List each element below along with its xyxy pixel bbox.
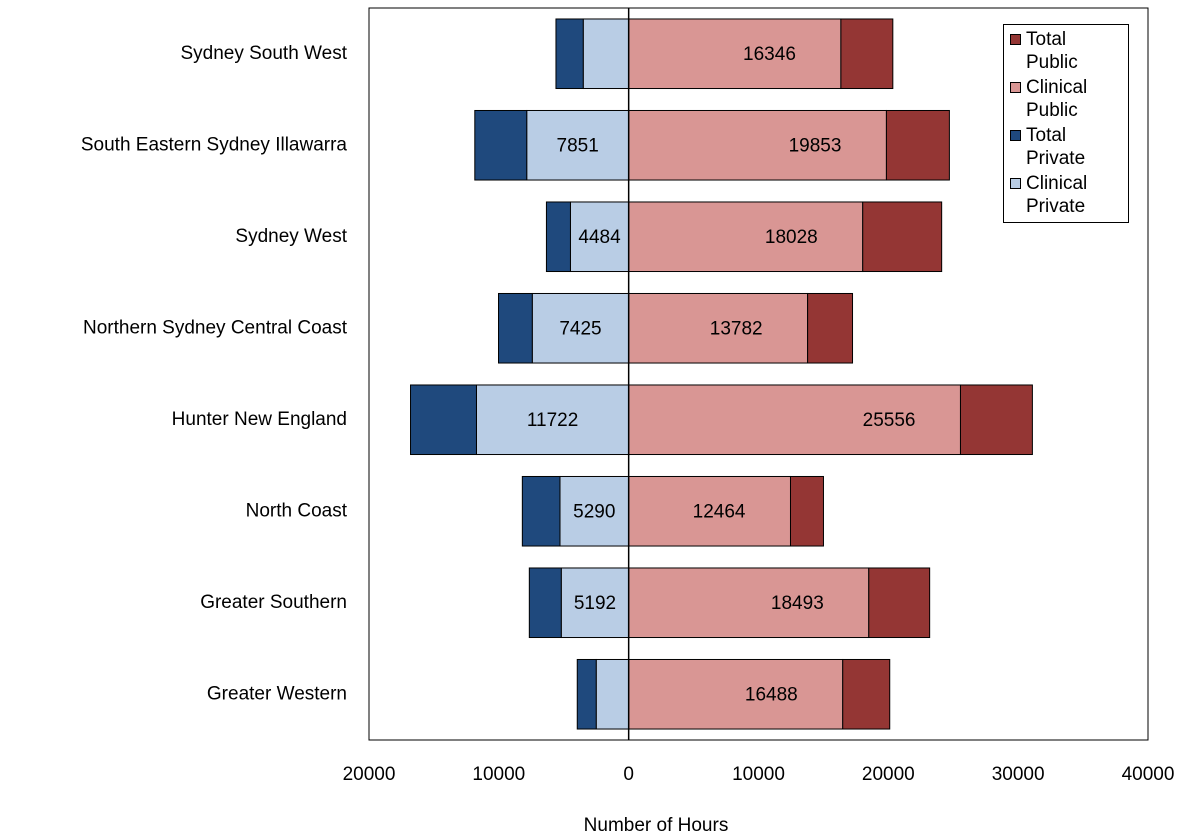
bar <box>868 567 931 639</box>
y-tick-label: Sydney West <box>235 226 347 247</box>
legend-swatch <box>1010 34 1021 45</box>
legend-swatch <box>1010 178 1021 189</box>
data-label: 18028 <box>765 227 818 248</box>
y-tick-label: Greater Southern <box>200 592 347 613</box>
bar <box>862 201 943 273</box>
bar <box>628 292 809 364</box>
x-tick-label: 20000 <box>862 764 915 785</box>
data-label: 13782 <box>710 318 763 339</box>
data-label: 7425 <box>559 318 601 339</box>
data-label: 4484 <box>578 227 621 248</box>
legend: Total Public Clinical Public Total Private… <box>1003 24 1129 223</box>
bar <box>628 18 842 90</box>
legend-swatch <box>1010 130 1021 141</box>
data-label: 12464 <box>693 501 746 522</box>
bar <box>628 384 961 456</box>
legend-label: Total Private <box>1026 125 1086 169</box>
x-tick-label: 0 <box>623 764 634 785</box>
legend-label: Clinical Private <box>1026 173 1088 217</box>
legend-swatch <box>1010 82 1021 93</box>
legend-item: Total Private <box>1010 124 1128 170</box>
bar <box>595 658 630 730</box>
x-tick-label: 20000 <box>343 764 396 785</box>
data-label: 5290 <box>573 501 615 522</box>
data-label: 19853 <box>789 135 842 156</box>
x-tick-label: 10000 <box>472 764 525 785</box>
bar <box>528 567 562 639</box>
bar <box>628 201 864 273</box>
bar <box>410 384 477 456</box>
x-axis-title: Number of Hours <box>584 815 729 836</box>
bar <box>840 18 894 90</box>
bar <box>789 475 824 547</box>
bar <box>885 109 950 181</box>
y-tick-label: Northern Sydney Central Coast <box>83 317 348 338</box>
y-tick-label: North Coast <box>246 500 348 521</box>
bar <box>628 658 844 730</box>
bar <box>560 567 630 639</box>
bar <box>569 201 630 273</box>
bar <box>498 292 533 364</box>
legend-label: Total Public <box>1026 29 1078 73</box>
x-tick-label: 30000 <box>992 764 1045 785</box>
bar <box>628 109 887 181</box>
data-label: 16346 <box>743 44 796 65</box>
legend-item: Clinical Public <box>1010 76 1128 122</box>
y-tick-label: Greater Western <box>207 683 347 704</box>
x-tick-label: 10000 <box>732 764 785 785</box>
data-label: 18493 <box>771 593 824 614</box>
bar <box>475 384 630 456</box>
x-tick-label: 40000 <box>1122 764 1175 785</box>
data-label: 11722 <box>527 410 578 431</box>
bar <box>576 658 597 730</box>
bar <box>545 201 571 273</box>
legend-label: Clinical Public <box>1026 77 1088 121</box>
bar <box>521 475 561 547</box>
bar <box>959 384 1033 456</box>
y-tick-label: South Eastern Sydney Illawarra <box>81 134 348 155</box>
data-label: 16488 <box>745 684 798 705</box>
data-label: 25556 <box>863 410 916 431</box>
y-tick-label: Sydney South West <box>180 43 347 64</box>
bar <box>474 109 528 181</box>
y-tick-label: Hunter New England <box>172 409 347 430</box>
bar <box>842 658 891 730</box>
bar <box>807 292 854 364</box>
legend-item: Clinical Private <box>1010 172 1128 218</box>
legend-item: Total Public <box>1010 28 1128 74</box>
data-label: 7851 <box>557 135 599 156</box>
bar <box>559 475 630 547</box>
bar <box>582 18 630 90</box>
bar <box>628 567 870 639</box>
plot-area <box>368 7 1149 741</box>
data-label: 5192 <box>574 593 616 614</box>
bar <box>555 18 584 90</box>
